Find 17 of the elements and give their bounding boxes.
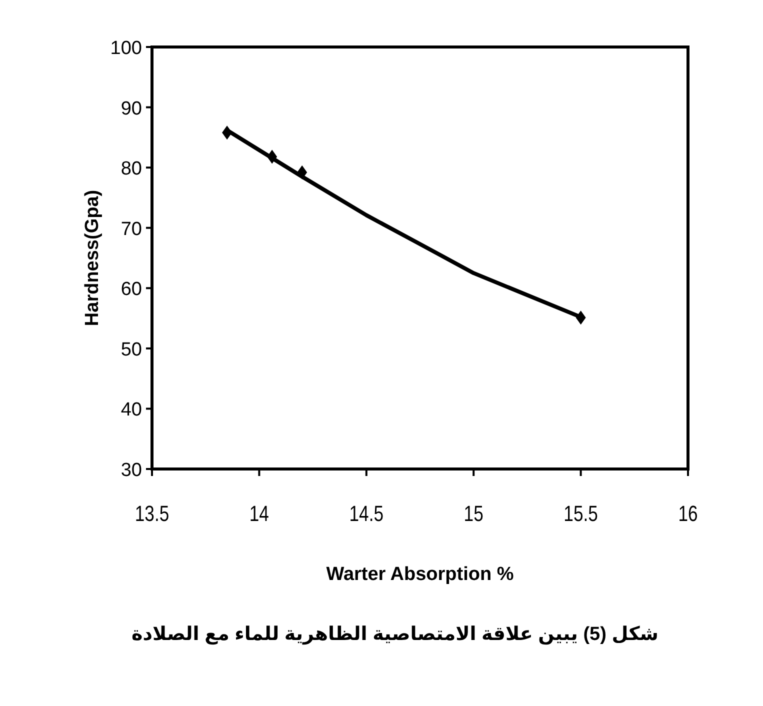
y-tick-label: 70 (120, 218, 142, 240)
y-tick-label: 90 (120, 98, 142, 120)
x-tick-label: 15.5 (564, 502, 598, 527)
x-tick-label: 15 (464, 502, 484, 527)
y-tick-label: 100 (110, 38, 142, 59)
y-tick-label: 50 (120, 339, 142, 360)
x-tick-label: 14.5 (349, 502, 384, 527)
x-axis-title: Warter Absorption % (326, 564, 514, 585)
x-tick-label: 16 (678, 502, 698, 527)
x-tick-label: 13.5 (134, 502, 170, 527)
y-tick-label: 40 (120, 400, 142, 421)
y-axis-title: Hardness(Gpa) (82, 190, 103, 326)
y-tick-label: 80 (120, 158, 142, 180)
text: شكل (5) يبين علاقة الامتصاصية الظاهرية للماء مع الصلادة (132, 624, 658, 645)
y-tick-label: 30 (120, 460, 142, 481)
x-tick-label: 14 (249, 502, 269, 527)
y-tick-label: 60 (120, 279, 142, 300)
